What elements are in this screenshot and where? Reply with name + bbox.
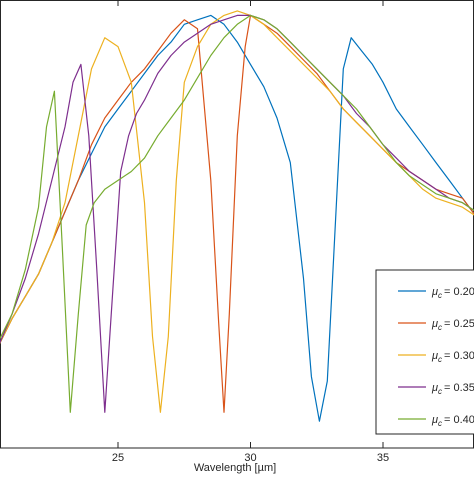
x-tick-label-30: 30: [244, 452, 256, 464]
ticks-layer: 25 30 35: [112, 0, 389, 464]
series-line-3: [0, 10, 474, 413]
legend-label-1: μc = 0.20: [431, 286, 474, 300]
legend-label-4: μc = 0.35: [431, 382, 474, 396]
plot-layer: [0, 10, 474, 422]
x-axis-label: Wavelength [µm]: [194, 462, 276, 474]
legend-label-3: μc = 0.30: [431, 350, 474, 364]
x-tick-label-25: 25: [112, 452, 124, 464]
series-line-5: [0, 14, 474, 413]
legend-label-2: μc = 0.25: [431, 318, 474, 332]
x-tick-label-35: 35: [377, 452, 389, 464]
legend: μc = 0.20 μc = 0.25 μc = 0.30 μc = 0.35 μc = 0.40: [375, 269, 474, 435]
legend-label-5: μc = 0.40: [431, 414, 474, 428]
legend-box: [375, 269, 474, 435]
